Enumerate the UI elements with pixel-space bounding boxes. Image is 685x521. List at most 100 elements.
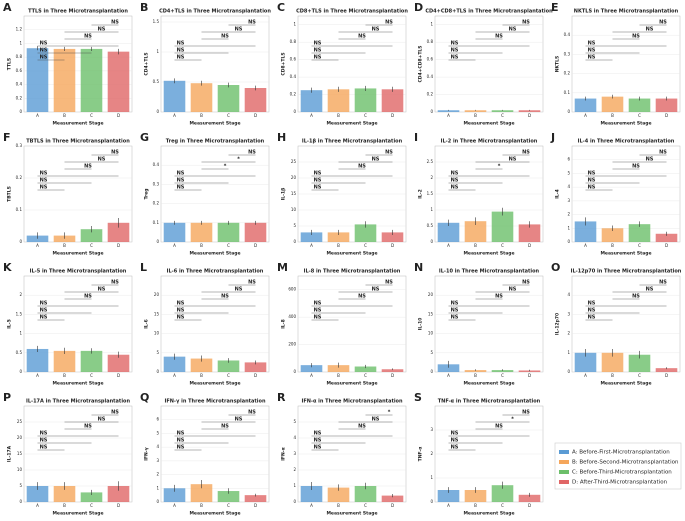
x-tick-label: C [227, 503, 230, 508]
x-tick-label: D [391, 503, 394, 508]
bar [244, 495, 267, 502]
comparison-label: NS [385, 20, 393, 26]
y-tick-label: 600 [288, 287, 296, 292]
y-tick-label: 5 [293, 419, 296, 424]
bar [354, 366, 377, 372]
y-tick-label: 0 [19, 499, 22, 504]
panel-letter: L [140, 261, 147, 274]
x-tick-label: C [638, 373, 641, 378]
panel-title: CD4+CD8+TLS in Three Microtransplantatio… [425, 9, 553, 15]
x-tick-label: B [337, 243, 340, 248]
x-axis-label: Measurement Stage [326, 251, 377, 257]
y-tick-label: 0 [156, 369, 159, 374]
x-axis-label: Measurement Stage [600, 121, 651, 127]
bar [518, 110, 541, 112]
comparison-label: NS [40, 178, 48, 184]
y-tick-label: 2 [156, 472, 159, 477]
panel-title: CD8+TLS in Three Microtransplantation [296, 9, 408, 15]
x-tick-label: D [665, 113, 668, 118]
x-tick-label: B [611, 243, 614, 248]
x-axis-label: Measurement Stage [52, 251, 103, 257]
y-tick-label: 6 [567, 157, 570, 162]
legend-label: A: Before-First-Microtransplantation [572, 450, 670, 456]
x-tick-label: A [310, 373, 313, 378]
x-tick-label: B [200, 113, 203, 118]
x-tick-label: C [638, 243, 641, 248]
y-tick-label: 5 [156, 430, 159, 435]
bar [437, 364, 460, 372]
comparison-label: NS [451, 445, 459, 451]
bar [655, 368, 678, 372]
panel-title: IL-4 in Three Microtransplantation [578, 139, 675, 145]
comparison-label: NS [177, 438, 185, 444]
panel: S TNF-α in Three Microtransplantation 0 1 2 3… [414, 391, 544, 517]
y-tick-label: 0.3 [16, 143, 23, 148]
panel-title: IFN-α in Three Microtransplantation [301, 399, 403, 405]
y-tick-label: 20 [17, 435, 23, 440]
comparison-label: NS [314, 431, 322, 437]
x-tick-label: D [391, 373, 394, 378]
y-tick-label: 2 [430, 451, 433, 456]
bar [381, 369, 404, 372]
x-axis-label: Measurement Stage [463, 251, 514, 257]
y-tick-label: 5 [19, 483, 22, 488]
comparison-label: NS [40, 185, 48, 191]
bar [217, 360, 240, 372]
bar [107, 486, 130, 502]
y-tick-label: 1 [430, 475, 433, 480]
y-axis-label: IL-17A [7, 445, 13, 462]
panel: Q IFN-γ in Three Microtransplantation 0 1 2 3… [140, 391, 270, 517]
comparison-label: NS [221, 294, 229, 300]
legend-swatch [559, 450, 569, 454]
panel-letter: R [277, 391, 286, 404]
panel: H IL-1β in Three Microtransplantation 0 5 10… [277, 131, 407, 257]
comparison-label: NS [84, 34, 92, 40]
y-tick-label: 20 [291, 175, 297, 180]
comparison-label: NS [509, 287, 517, 293]
comparison-label: NS [314, 171, 322, 177]
bar [628, 224, 651, 242]
x-tick-label: B [474, 373, 477, 378]
bar [300, 486, 323, 502]
comparison-label: NS [98, 417, 106, 423]
comparison-label: NS [248, 150, 256, 156]
panel-title: IL-12p70 in Three Microtransplantation [571, 269, 682, 275]
bar [327, 89, 350, 112]
y-tick-label: 0.6 [290, 57, 297, 62]
panel: G Treg in Three Microtransplantation 0 0.1 0… [140, 131, 270, 257]
panel-title: IL-10 in Three Microtransplantation [439, 269, 540, 275]
panel-letter: M [277, 261, 288, 274]
bar [300, 232, 323, 242]
x-axis-label: Measurement Stage [189, 381, 240, 387]
comparison-label: NS [451, 315, 459, 321]
panel: O IL-12p70 in Three Microtransplantation 0… [551, 261, 682, 387]
y-tick-label: 0.2 [564, 71, 571, 76]
y-tick-label: 0.3 [153, 181, 160, 186]
y-tick-label: 0 [293, 109, 296, 114]
y-tick-label: 0.2 [290, 92, 297, 97]
comparison-label: NS [248, 20, 256, 26]
bar [574, 352, 597, 372]
comparison-label: NS [177, 445, 185, 451]
bar [491, 211, 514, 242]
y-tick-label: 2 [567, 212, 570, 217]
comparison-label: NS [646, 287, 654, 293]
comparison-label: NS [358, 424, 366, 430]
bar [300, 90, 323, 112]
bar [217, 222, 240, 242]
x-tick-label: C [364, 373, 367, 378]
y-axis-label: CD4+CD8+TLS [418, 45, 424, 82]
y-axis-label: TTLS [7, 58, 13, 70]
x-axis-label: Measurement Stage [326, 511, 377, 517]
bar [107, 222, 130, 242]
comparison-label: NS [98, 27, 106, 33]
y-tick-label: 1 [19, 331, 22, 336]
y-tick-label: 1 [293, 22, 296, 27]
bar [190, 222, 213, 242]
x-tick-label: C [227, 113, 230, 118]
panel: P IL-17A in Three Microtransplantation 0 5 1… [3, 391, 133, 517]
bar [244, 362, 267, 372]
x-tick-label: A [447, 113, 450, 118]
x-tick-label: A [173, 113, 176, 118]
